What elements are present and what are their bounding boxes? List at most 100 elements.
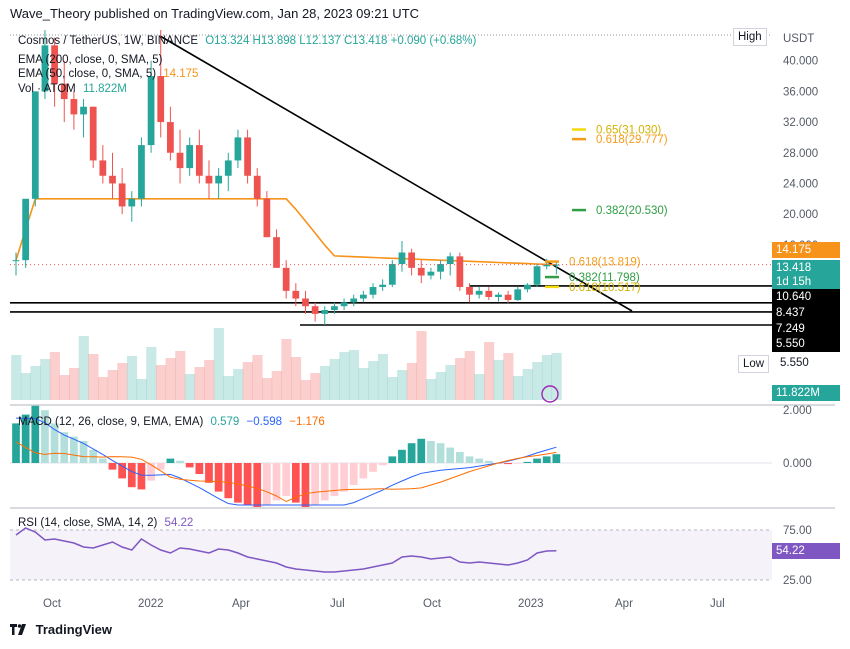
volume-bar — [435, 372, 446, 400]
candle-body — [147, 76, 155, 146]
macd-hist-bar — [427, 441, 435, 463]
candle-body — [446, 256, 454, 265]
macd-hist-bar — [118, 463, 126, 479]
rsi-label: RSI (14, close, SMA, 14, 2) — [18, 517, 158, 529]
macd-hist-bar — [156, 463, 165, 470]
tradingview-logo[interactable]: TradingView — [10, 622, 112, 637]
currency-label: USDT — [783, 33, 815, 45]
macd-legend[interactable]: MACD (12, 26, close, 9, EMA, EMA) 0.579 … — [18, 416, 325, 428]
macd-hist-bar — [263, 463, 271, 505]
volume-bar — [271, 371, 282, 400]
volume-bar — [165, 358, 176, 400]
volume-bar — [59, 375, 70, 400]
macd-hist-bar — [446, 447, 455, 463]
candle-body — [138, 145, 145, 199]
macd-hist-bar — [21, 414, 30, 463]
symbol-name[interactable]: Cosmos / TetherUS, 1W, BINANCE — [18, 35, 199, 47]
volume-bar — [233, 369, 244, 400]
macd-label: MACD (12, 26, close, 9, EMA, EMA) — [18, 416, 204, 428]
candle-body — [282, 267, 290, 291]
legend-ema50[interactable]: EMA (50, close, 0, SMA, 5) 14.175 — [18, 68, 198, 80]
price-tick-2: 32.000 — [783, 117, 818, 129]
candle-body — [128, 198, 136, 207]
macd-hist-bar — [436, 443, 445, 463]
volume-bar — [40, 359, 51, 400]
candle-body — [495, 294, 502, 297]
candle-body — [475, 290, 483, 295]
candle-body — [89, 106, 97, 161]
candle-body — [12, 260, 20, 262]
macd-hist-bar — [224, 463, 233, 499]
legend-volume[interactable]: Vol · ATOM 11.822M — [18, 83, 127, 95]
volume-bar — [348, 350, 360, 400]
rsi-line — [15, 527, 557, 573]
candle-body — [224, 160, 232, 176]
volume-bar — [512, 376, 524, 400]
macd-hist-bar — [147, 463, 155, 481]
volume-bar — [532, 362, 543, 400]
volume-bar — [493, 360, 504, 400]
time-tick-7: Jul — [710, 598, 725, 610]
volume-bar — [503, 353, 514, 400]
macd-hist-bar — [378, 463, 387, 466]
volume-bar — [252, 355, 263, 400]
legend-ema200[interactable]: EMA (200, close, 0, SMA, 5) — [18, 54, 162, 66]
macd-hist-bar — [417, 438, 426, 463]
volume-bar — [319, 366, 331, 400]
candle-body — [70, 99, 78, 115]
candle-body — [292, 290, 300, 299]
volume-bar — [155, 365, 167, 400]
candle-body — [514, 289, 522, 301]
macd-tick-0: 2.000 — [783, 405, 812, 417]
high-label: High — [733, 28, 767, 46]
candle-body — [118, 183, 126, 207]
volume-bar — [329, 359, 340, 400]
price-tick-4: 24.000 — [783, 178, 818, 190]
rsi-legend[interactable]: RSI (14, close, SMA, 14, 2) 54.22 — [18, 517, 193, 529]
candle-body — [427, 271, 435, 276]
ema50-line — [15, 198, 557, 266]
macd-hist-bar — [456, 452, 464, 463]
candle-body — [369, 287, 377, 295]
volume-bar — [358, 368, 369, 400]
volume-bar — [474, 374, 485, 400]
candle-body — [311, 306, 319, 314]
candle-body — [263, 198, 271, 238]
candle-body — [60, 83, 68, 100]
macd-hist-bar — [166, 458, 175, 463]
volume-bar — [11, 355, 22, 400]
volume-bar — [117, 363, 128, 400]
macd-hist-bar — [205, 463, 213, 483]
fib-label-3: 0.618(13.819) — [569, 257, 641, 269]
volume-bar — [107, 370, 118, 400]
ohlc-values: O13.324 H13.898 L12.137 C13.418 +0.090 (… — [205, 35, 477, 47]
rsi-badge: 54.22 — [772, 543, 840, 559]
candle-body — [504, 294, 512, 301]
macd-hist-bar — [465, 456, 474, 463]
candle-body — [51, 45, 58, 84]
macd-hist-bar — [388, 456, 397, 463]
support-badge-1: 10.640 — [772, 289, 840, 305]
candle-body — [186, 145, 194, 169]
macd-hist-bar — [291, 463, 300, 503]
volume-bar — [310, 373, 321, 400]
volume-bar — [368, 361, 379, 400]
time-tick-5: 2023 — [518, 598, 544, 610]
volume-bar — [88, 354, 99, 400]
fib-label-5: 0.618(10.517) — [569, 282, 641, 294]
candle-body — [543, 264, 551, 267]
candle-body — [340, 302, 348, 307]
macd-hist-bar — [41, 410, 49, 463]
macd-hist-bar — [542, 456, 551, 463]
candle-body — [157, 76, 165, 123]
macd-hist-bar — [98, 458, 107, 463]
candle-body — [466, 287, 473, 295]
volume-bar — [204, 360, 215, 400]
support-badge-3: 7.249 — [772, 321, 840, 337]
candle-body — [359, 294, 367, 299]
macd-hist-bar — [311, 463, 319, 505]
macd-hist-bar — [185, 463, 194, 468]
candle-body — [41, 45, 49, 92]
candle-body — [99, 160, 107, 176]
